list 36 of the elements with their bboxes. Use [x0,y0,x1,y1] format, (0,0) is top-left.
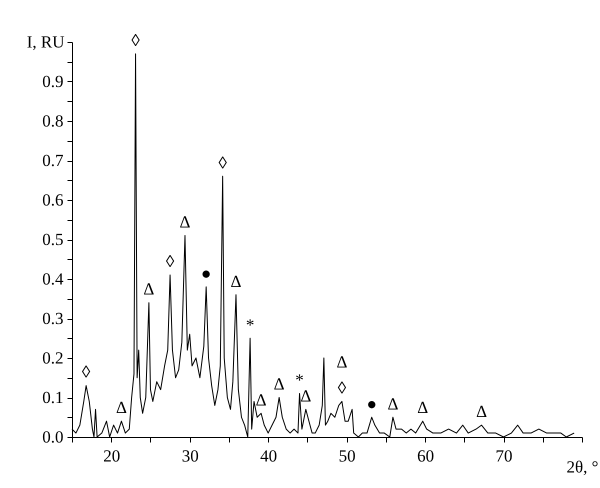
x-axis-title: 2θ, ° [566,458,598,476]
annotation: Δ [417,398,428,418]
annotation: Δ [336,352,348,372]
annotation: Δ [256,390,267,410]
annotation: ◊ [338,378,347,398]
annotation: Δ [476,402,488,422]
annotation: ◊ [131,30,140,50]
x-tick-label: 30 [182,446,199,466]
y-tick-label: 0.5 [42,230,64,249]
annotation: Δ [387,394,398,414]
y-tick-label: 0.2 [42,348,64,368]
x-tick-label: 60 [417,446,434,466]
annotation: Δ [230,272,242,291]
annotation: ● [366,394,377,414]
y-tick-label: 0.3 [42,309,64,328]
annotation: ◊ [218,153,228,172]
y-tick-label: 0.8 [42,112,64,130]
y-tick-label: 0.6 [42,190,64,210]
annotation: * [246,315,254,334]
x-tick-label: 50 [338,446,356,466]
y-tick-label: 0.9 [42,72,64,91]
y-tick-label: 0.7 [42,151,64,170]
annotation: Δ [116,398,127,418]
y-tick-label: 0.0 [42,428,64,446]
y-tick-label: 0.4 [42,270,64,288]
annotation: ◊ [82,362,91,382]
annotation: Δ [274,374,285,394]
y-tick-label: 0.1 [42,388,64,407]
annotation: ◊ [166,252,175,272]
annotation: ● [201,264,212,283]
annotation: Δ [180,212,191,232]
y-axis-title: I, RU [26,32,64,52]
x-tick-label: 20 [103,446,120,466]
annotation: Δ [143,280,154,299]
x-tick-label: 40 [260,446,278,466]
x-tick-label: 70 [496,446,513,466]
